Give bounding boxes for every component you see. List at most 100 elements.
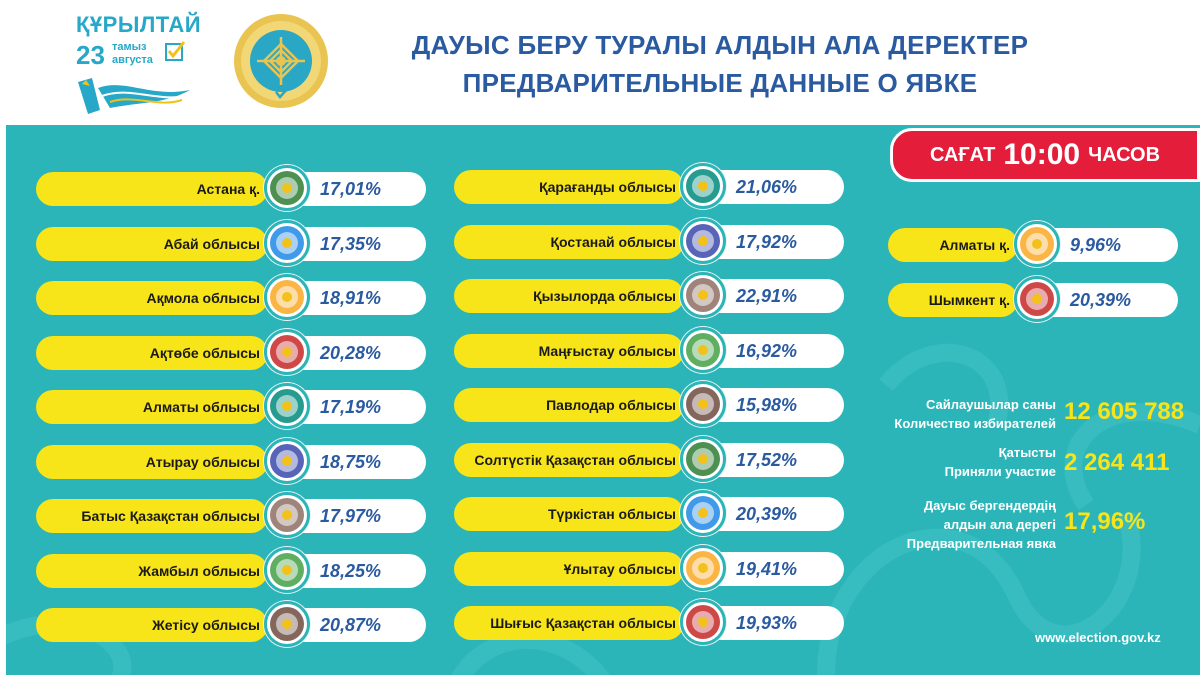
region-name-pill <box>454 170 684 204</box>
atyrau-emblem-icon <box>264 437 310 484</box>
region-name: Атырау облысы <box>145 453 260 470</box>
region-name-pill <box>36 226 268 261</box>
turnout-label-kz2: алдын ала дерегі <box>943 517 1056 532</box>
region-row: Қостанай облысы 17,92% <box>454 217 844 264</box>
region-name: Қызылорда облысы <box>533 288 676 304</box>
region-percent: 18,91% <box>320 288 382 308</box>
turnout-label: Дауыс бергендердің алдын ала дерегі Пред… <box>830 496 1056 553</box>
region-row: Ұлытау облысы 19,41% <box>454 544 844 591</box>
participated-label: Қатысты Приняли участие <box>850 443 1056 481</box>
region-row: Қызылорда облысы 22,91% <box>454 272 844 318</box>
kurultai-day: 23 <box>76 40 105 70</box>
region-name: Маңғыстау облысы <box>538 342 676 359</box>
zhambyl-emblem-icon <box>264 546 310 593</box>
east-kz-emblem-icon <box>680 599 726 645</box>
region-row: Ақмола облысы 18,91% <box>36 274 426 320</box>
region-name: Солтүстік Қазақстан облысы <box>474 451 676 468</box>
region-name: Шымкент қ. <box>928 291 1010 308</box>
region-row: Ақтөбе облысы 20,28% <box>36 328 426 375</box>
region-row: Шымкент қ. 20,39% <box>888 275 1178 322</box>
region-percent: 19,41% <box>736 558 798 579</box>
voters-label-kz: Сайлаушылар саны <box>925 397 1056 412</box>
zhetisu-emblem-icon <box>264 601 310 647</box>
region-name-pill <box>454 442 684 477</box>
region-row: Жетісу облысы 20,87% <box>36 601 426 647</box>
pavlodar-emblem-icon <box>680 381 726 427</box>
region-row: Алматы облысы 17,19% <box>36 383 426 429</box>
region-name-pill <box>36 281 268 315</box>
participated-label-ru: Приняли участие <box>944 464 1056 479</box>
region-name: Алматы қ. <box>939 237 1010 253</box>
website-link[interactable]: www.election.gov.kz <box>1035 630 1161 645</box>
header: ҚҰРЫЛТАЙ 23 тамыз августа ДАУЫС БЕРУ ТУР… <box>0 0 1200 125</box>
region-name-pill <box>454 551 684 586</box>
turnout-value: 17,96% <box>1064 508 1146 535</box>
participated-value: 2 264 411 <box>1064 449 1170 476</box>
region-percent: 17,35% <box>320 233 382 254</box>
title-ru: ПРЕДВАРИТЕЛЬНЫЕ ДАННЫЕ О ЯВКЕ <box>462 68 978 98</box>
region-percent: 17,92% <box>736 231 798 252</box>
region-row: Солтүстік Қазақстан облысы 17,52% <box>454 435 844 482</box>
region-row: Алматы қ. 9,96% <box>888 221 1178 267</box>
region-row: Абай облысы 17,35% <box>36 219 426 266</box>
turkistan-emblem-icon <box>680 490 726 536</box>
region-name: Жамбыл облысы <box>138 562 260 579</box>
kurultai-title: ҚҰРЫЛТАЙ <box>76 12 202 37</box>
west-kz-emblem-icon <box>264 492 310 538</box>
region-name: Ақтөбе облысы <box>149 344 260 361</box>
region-percent: 17,52% <box>736 449 798 470</box>
voters-value: 12 605 788 <box>1064 398 1185 425</box>
region-percent: 19,93% <box>736 613 798 633</box>
region-percent: 9,96% <box>1070 235 1122 255</box>
ulytau-emblem-icon <box>680 544 726 591</box>
aktobe-emblem-icon <box>264 328 310 375</box>
region-name-pill <box>888 228 1018 262</box>
region-row: Маңғыстау облысы 16,92% <box>454 326 844 373</box>
time-badge: САҒАТ 10:00 ЧАСОВ <box>890 128 1200 182</box>
region-row: Астана қ. 17,01% <box>36 165 426 211</box>
region-name-pill <box>454 224 684 259</box>
almaty-city-emblem-icon <box>1014 221 1060 267</box>
region-name-pill <box>454 388 684 422</box>
time-value: 10:00 <box>1003 138 1081 171</box>
region-name-pill <box>454 497 684 531</box>
region-name-pill <box>36 553 268 588</box>
region-row: Қарағанды облысы 21,06% <box>454 163 844 209</box>
abai-emblem-icon <box>264 219 310 266</box>
region-row: Батыс Қазақстан облысы 17,97% <box>36 492 426 538</box>
region-name: Алматы облысы <box>142 399 260 415</box>
participated-label-kz: Қатысты <box>998 445 1056 460</box>
karaganda-emblem-icon <box>680 163 726 209</box>
title-kz: ДАУЫС БЕРУ ТУРАЛЫ АЛДЫН АЛА ДЕРЕКТЕР <box>411 30 1029 60</box>
kostanay-emblem-icon <box>680 217 726 264</box>
region-row: Атырау облысы 18,75% <box>36 437 426 484</box>
almaty-region-emblem-icon <box>264 383 310 429</box>
region-row: Түркістан облысы 20,39% <box>454 490 844 536</box>
shymkent-emblem-icon <box>1014 275 1060 322</box>
region-percent: 15,98% <box>736 395 798 415</box>
region-name: Қарағанды облысы <box>539 179 676 195</box>
north-kz-emblem-icon <box>680 435 726 482</box>
kurultai-month-ru: августа <box>112 54 153 66</box>
region-percent: 17,01% <box>320 179 382 199</box>
astana-emblem-icon <box>264 165 310 211</box>
region-row: Шығыс Қазақстан облысы 19,93% <box>454 599 844 645</box>
region-name-pill <box>36 390 268 424</box>
region-name: Ақмола облысы <box>146 290 260 306</box>
turnout-label-kz1: Дауыс бергендердің <box>923 498 1056 513</box>
region-percent: 20,39% <box>1070 289 1132 310</box>
region-percent: 16,92% <box>736 340 798 361</box>
region-name: Жетісу облысы <box>152 617 260 633</box>
voters-label: Сайлаушылар саны Количество избирателей <box>850 395 1056 433</box>
region-name-pill <box>888 282 1018 317</box>
voters-label-ru: Количество избирателей <box>894 416 1056 431</box>
region-name: Түркістан облысы <box>547 506 676 522</box>
region-percent: 18,75% <box>320 451 382 472</box>
region-percent: 20,87% <box>320 615 382 635</box>
region-percent: 17,19% <box>320 397 382 417</box>
akmola-emblem-icon <box>264 274 310 320</box>
region-row: Жамбыл облысы 18,25% <box>36 546 426 593</box>
region-name-pill <box>36 444 268 479</box>
turnout-label-ru: Предварительная явка <box>906 536 1056 551</box>
region-name: Батыс Қазақстан облысы <box>81 508 260 524</box>
